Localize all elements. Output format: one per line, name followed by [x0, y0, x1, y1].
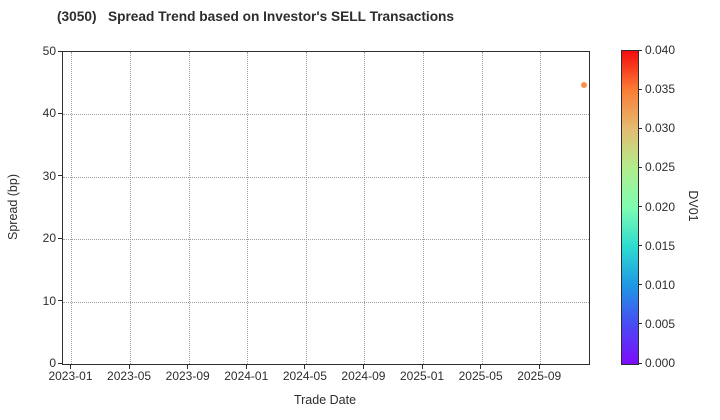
- x-tick-mark: [245, 365, 247, 369]
- x-tick-label: 2023-05: [107, 369, 152, 383]
- colorbar-tick-label: 0.010: [645, 277, 676, 292]
- scatter-point: [581, 82, 588, 89]
- colorbar-tick-label: 0.020: [645, 199, 676, 214]
- x-gridline: [71, 52, 73, 364]
- x-tick-label: 2025-09: [517, 369, 562, 383]
- x-tick-label: 2023-09: [165, 369, 210, 383]
- colorbar-tick-mark: [638, 245, 642, 247]
- x-axis-label: Trade Date: [293, 393, 357, 407]
- colorbar-tick-label: 0.040: [645, 43, 676, 57]
- x-tick-label: 2024-05: [282, 369, 327, 383]
- colorbar-tick-label: 0.030: [645, 121, 676, 136]
- y-tick-label: 0: [49, 356, 56, 370]
- x-tick-mark: [538, 365, 540, 369]
- y-gridline: [63, 239, 589, 241]
- x-tick-label: 2025-01: [400, 369, 445, 383]
- x-gridline: [364, 52, 366, 364]
- x-tick-label: 2025-05: [458, 369, 503, 383]
- colorbar-label: DV01: [686, 190, 700, 222]
- x-tick-mark: [362, 365, 364, 369]
- x-gridline: [540, 52, 542, 364]
- colorbar-tick-mark: [638, 127, 642, 129]
- colorbar-tick-label: 0.035: [645, 82, 676, 97]
- y-tick-mark: [58, 112, 62, 114]
- y-gridline: [63, 114, 589, 116]
- x-gridline: [481, 52, 483, 364]
- colorbar-tick-label: 0.025: [645, 160, 676, 175]
- colorbar: [621, 50, 639, 365]
- y-gridline: [63, 176, 589, 178]
- y-tick-mark: [58, 300, 62, 302]
- x-tick-mark: [304, 365, 306, 369]
- colorbar-tick-label: 0.005: [645, 316, 676, 331]
- y-tick-label: 50: [42, 44, 56, 58]
- x-tick-mark: [187, 365, 189, 369]
- colorbar-tick-mark: [638, 49, 642, 51]
- x-tick-mark: [128, 365, 130, 369]
- y-tick-mark: [58, 237, 62, 239]
- colorbar-tick-mark: [638, 88, 642, 90]
- x-gridline: [423, 52, 425, 364]
- colorbar-tick-label: 0.000: [645, 356, 676, 370]
- x-gridline: [305, 52, 307, 364]
- y-tick-label: 10: [42, 293, 56, 308]
- colorbar-tick-mark: [638, 323, 642, 325]
- y-tick-mark: [58, 175, 62, 177]
- y-tick-label: 30: [42, 168, 56, 183]
- x-gridline: [130, 52, 132, 364]
- colorbar-tick-mark: [638, 206, 642, 207]
- x-tick-label: 2024-09: [341, 369, 386, 383]
- chart-title: (3050) Spread Trend based on Investor's …: [57, 9, 455, 24]
- y-tick-mark: [58, 362, 62, 364]
- x-gridline: [247, 52, 249, 364]
- colorbar-tick-label: 0.015: [645, 238, 676, 253]
- x-tick-mark: [69, 365, 71, 369]
- y-tick-label: 40: [42, 106, 56, 121]
- x-tick-label: 2023-01: [48, 369, 93, 383]
- x-tick-mark: [480, 365, 482, 369]
- y-tick-label: 20: [42, 231, 56, 246]
- x-tick-mark: [421, 365, 423, 369]
- colorbar-tick-mark: [638, 166, 642, 168]
- colorbar-tick-mark: [638, 284, 642, 286]
- x-tick-label: 2024-01: [224, 369, 269, 383]
- y-tick-mark: [58, 50, 62, 52]
- plot-area: [62, 51, 590, 365]
- colorbar-tick-mark: [638, 362, 642, 364]
- y-gridline: [63, 301, 589, 303]
- x-gridline: [188, 52, 190, 364]
